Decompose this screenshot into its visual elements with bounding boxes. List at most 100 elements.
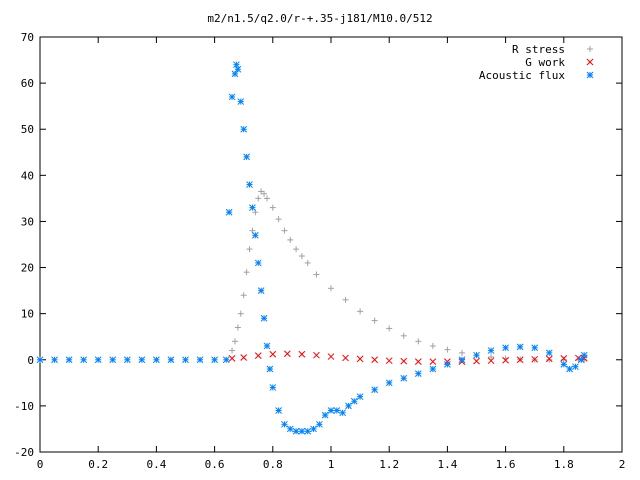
data-point <box>342 354 349 362</box>
data-point <box>234 324 241 331</box>
data-point <box>240 354 248 361</box>
y-tick-label: 30 <box>21 215 34 228</box>
y-tick-label: 70 <box>21 31 34 44</box>
data-point <box>211 356 218 364</box>
data-point <box>249 204 256 211</box>
data-point <box>356 355 364 363</box>
data-point <box>240 125 248 133</box>
data-point <box>327 353 335 360</box>
data-point <box>572 363 579 371</box>
data-point <box>487 347 495 354</box>
x-tick-label: 1 <box>328 458 335 471</box>
data-point <box>298 253 305 260</box>
data-point <box>566 365 573 373</box>
data-point <box>298 427 306 435</box>
data-point <box>243 153 250 161</box>
data-point <box>316 420 323 428</box>
data-point <box>167 356 175 364</box>
data-point <box>246 246 253 253</box>
data-point <box>429 342 436 349</box>
data-point <box>414 370 422 377</box>
data-point <box>293 246 300 253</box>
legend-marker <box>587 46 593 52</box>
data-point <box>371 317 378 324</box>
series-g-work <box>228 350 588 365</box>
data-point <box>400 357 408 365</box>
legend-label: Acoustic flux <box>479 69 565 82</box>
data-point <box>458 349 465 356</box>
data-point <box>283 350 291 358</box>
y-tick-label: -20 <box>14 446 34 459</box>
x-tick-label: 1.4 <box>437 458 457 471</box>
data-point <box>237 98 245 105</box>
y-tick-label: 40 <box>21 169 34 182</box>
data-point <box>415 338 422 345</box>
series-r-stress <box>229 188 588 363</box>
data-point <box>333 407 341 414</box>
data-point <box>342 296 349 303</box>
data-point <box>298 350 306 358</box>
y-tick-label: 20 <box>21 262 34 275</box>
x-tick-label: 0.4 <box>146 458 166 471</box>
data-point <box>228 93 236 101</box>
data-point <box>386 325 393 332</box>
data-point <box>275 216 282 223</box>
data-point <box>310 425 317 433</box>
data-point <box>304 427 312 435</box>
data-point <box>237 310 244 317</box>
data-point <box>473 357 480 365</box>
data-point <box>261 190 268 197</box>
data-point <box>304 259 311 266</box>
data-point <box>502 344 509 352</box>
plot-frame <box>39 36 623 453</box>
data-point <box>266 365 274 373</box>
data-point <box>254 352 262 359</box>
data-point <box>275 407 282 414</box>
data-point <box>356 393 364 401</box>
data-point <box>327 407 335 414</box>
data-point <box>339 409 346 417</box>
data-point <box>444 346 451 353</box>
data-point <box>269 384 277 391</box>
data-point <box>487 357 495 365</box>
y-tick-label: -10 <box>14 400 34 413</box>
data-point <box>234 65 242 73</box>
data-point <box>281 420 288 428</box>
data-point <box>385 357 393 365</box>
data-point <box>94 356 102 364</box>
data-point <box>313 271 320 278</box>
axis-ticks: 0 0.2 0.4 0.6 0.8 1 1.2 1.4 1.6 1.8 2 -20 -10 0 10 20 30… <box>14 31 625 471</box>
data-point <box>51 356 58 364</box>
data-point <box>502 356 509 364</box>
data-point <box>400 374 408 382</box>
data-point <box>429 358 437 365</box>
data-point <box>400 332 407 339</box>
data-point <box>251 231 259 239</box>
x-tick-label: 0.8 <box>263 458 283 471</box>
data-point <box>123 356 131 364</box>
data-point <box>269 204 276 211</box>
data-point <box>138 356 146 364</box>
data-point <box>350 397 358 405</box>
series-acoustic-flux <box>36 61 588 435</box>
data-point <box>263 195 270 202</box>
data-point <box>240 292 247 299</box>
x-tick-label: 2 <box>619 458 626 471</box>
data-point <box>246 181 253 188</box>
data-point <box>269 350 277 358</box>
y-tick-label: 10 <box>21 308 34 321</box>
data-point <box>80 356 88 364</box>
legend-label: R stress <box>512 43 565 56</box>
legend-marker <box>586 71 594 79</box>
series-layer <box>36 61 588 435</box>
data-point <box>229 347 236 354</box>
data-point <box>560 361 568 368</box>
legend-label: G work <box>525 56 565 69</box>
data-point <box>257 287 265 294</box>
data-point <box>231 338 238 345</box>
data-point <box>222 356 230 364</box>
y-tick-label: 60 <box>21 77 34 90</box>
data-point <box>287 236 294 243</box>
data-point <box>357 308 364 315</box>
